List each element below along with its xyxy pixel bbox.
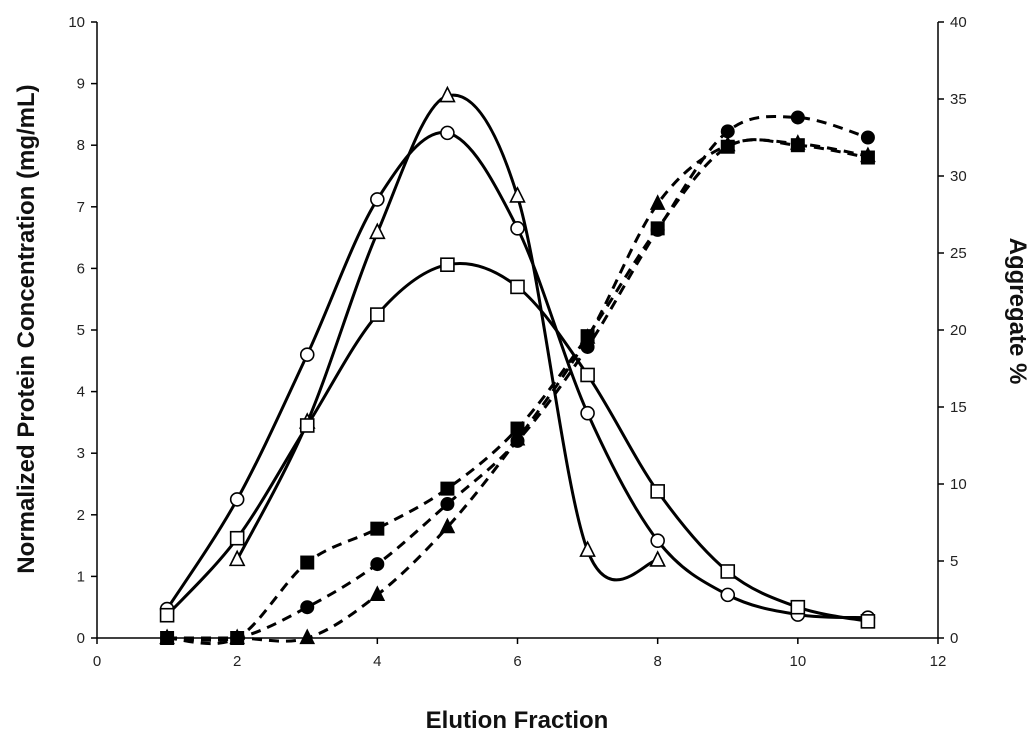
data-point-open-square (370, 307, 385, 322)
y-tick-label: 3 (77, 445, 85, 462)
data-point-filled-square (510, 421, 525, 436)
y-tick-label: 0 (77, 630, 85, 647)
series-line-1 (165, 131, 868, 620)
data-point-open-circle (650, 533, 665, 548)
y2-tick-label: 10 (950, 476, 967, 493)
y-tick-label: 6 (77, 260, 85, 277)
data-point-filled-square (650, 221, 665, 236)
data-point-open-square (720, 564, 736, 579)
data-point-filled-circle (860, 130, 875, 145)
data-point-filled-square (790, 138, 805, 153)
data-point-open-circle (299, 347, 315, 362)
data-point-open-circle (580, 405, 595, 421)
x-tick-label: 8 (653, 653, 661, 670)
data-point-filled-circle (300, 600, 315, 615)
data-point-open-triangle (369, 222, 386, 240)
data-point-filled-square (720, 139, 735, 154)
x-tick-label: 10 (789, 653, 806, 670)
y2-tick-label: 35 (950, 91, 967, 108)
data-point-filled-triangle (649, 194, 666, 210)
data-point-open-square (510, 279, 525, 295)
data-point-open-circle (510, 221, 525, 236)
data-point-open-square (790, 599, 806, 615)
data-point-open-square (440, 257, 455, 273)
data-point-open-square (299, 418, 315, 433)
data-point-open-circle (440, 125, 455, 141)
data-point-open-square (580, 367, 595, 383)
data-point-open-circle (720, 587, 736, 603)
y2-axis-title: Aggregate % (1004, 238, 1031, 385)
y2-tick-label: 25 (950, 245, 967, 262)
data-point-filled-triangle (439, 517, 456, 534)
series-line-4 (167, 114, 869, 642)
data-point-open-square (229, 530, 245, 546)
x-tick-label: 4 (373, 653, 381, 670)
y-tick-label: 10 (68, 14, 85, 31)
y2-tick-label: 5 (950, 553, 958, 570)
data-point-filled-square (300, 555, 315, 570)
data-point-open-triangle (509, 186, 526, 203)
data-point-filled-square (230, 631, 245, 645)
y-axis-title: Normalized Protein Concentration (mg/mL) (13, 84, 40, 573)
data-point-open-triangle (228, 549, 246, 567)
series-layer (159, 85, 876, 646)
data-point-filled-circle (790, 110, 805, 125)
data-point-filled-triangle (299, 628, 316, 645)
y-tick-label: 1 (77, 568, 85, 585)
series-1 (159, 125, 876, 625)
series-5 (159, 134, 876, 645)
series-3 (159, 257, 876, 629)
x-tick-label: 2 (233, 653, 241, 670)
y2-tick-label: 40 (950, 14, 967, 31)
data-point-open-square (650, 484, 665, 499)
data-point-open-triangle (439, 85, 456, 103)
y-tick-label: 4 (77, 384, 85, 401)
data-point-filled-circle (370, 557, 385, 572)
y-tick-label: 9 (77, 76, 85, 93)
x-tick-label: 12 (930, 653, 947, 670)
y2-tick-label: 20 (950, 322, 967, 339)
data-point-filled-square (440, 481, 455, 496)
y-tick-label: 8 (77, 137, 85, 154)
data-point-open-square (159, 607, 175, 623)
x-tick-label: 0 (93, 653, 101, 670)
data-point-filled-square (370, 521, 385, 536)
data-point-filled-square (160, 631, 175, 645)
y-tick-label: 7 (77, 199, 85, 216)
data-point-open-circle (370, 192, 385, 207)
y-tick-label: 2 (77, 507, 85, 524)
data-point-filled-circle (440, 497, 455, 512)
data-point-open-triangle (579, 540, 596, 557)
x-tick-label: 6 (513, 653, 521, 670)
data-point-open-square (860, 614, 876, 629)
x-axis-title: Elution Fraction (426, 707, 609, 734)
series-line-6 (166, 138, 869, 646)
data-point-open-circle (229, 492, 245, 507)
y2-tick-label: 30 (950, 168, 967, 185)
y-tick-label: 5 (77, 322, 85, 339)
series-6 (160, 138, 875, 646)
series-line-5 (167, 138, 869, 643)
data-point-open-triangle (649, 550, 666, 567)
data-point-filled-triangle (509, 429, 526, 446)
y2-tick-label: 15 (950, 399, 967, 416)
y2-tick-label: 0 (950, 630, 958, 647)
data-point-filled-square (580, 329, 595, 344)
data-point-filled-triangle (369, 585, 386, 601)
data-point-filled-square (860, 150, 875, 165)
